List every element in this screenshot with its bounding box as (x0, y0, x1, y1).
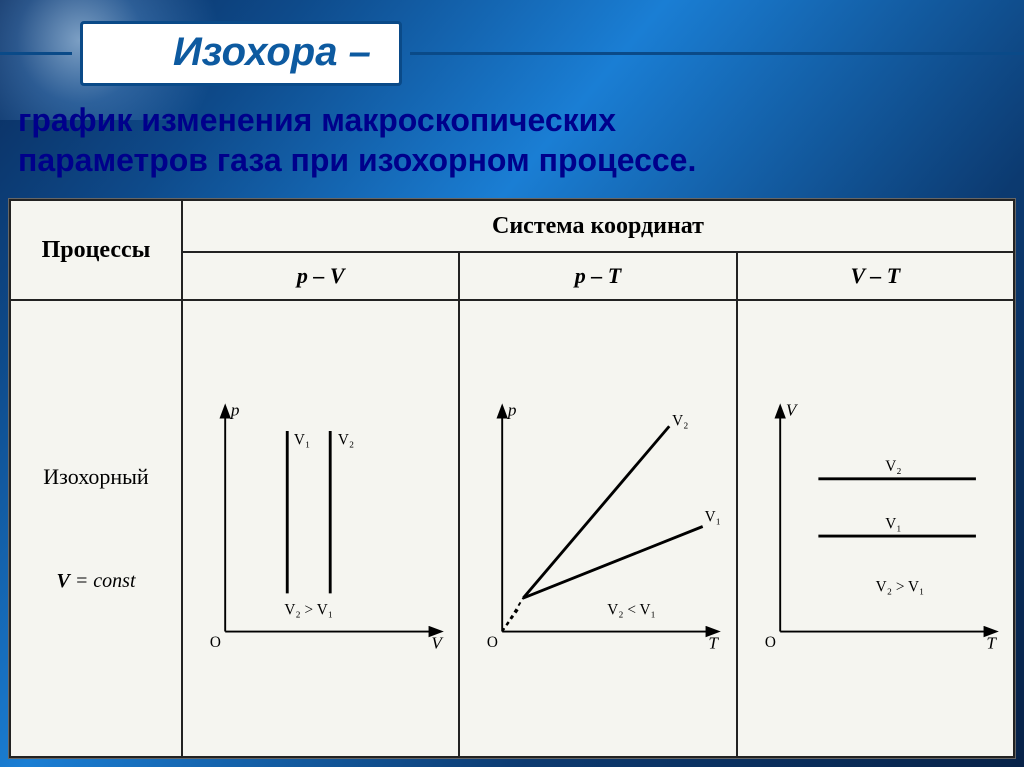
th-coord-system: Система координат (182, 200, 1014, 252)
vt-ylabel: V (786, 400, 799, 419)
process-equation: V = const (17, 570, 175, 593)
table-panel: Процессы Система координат p – V p – T V… (8, 198, 1016, 759)
chart-pt: p T O V₁ V₂ V₂ < V₁ (464, 303, 731, 750)
physics-table: Процессы Система координат p – V p – T V… (9, 199, 1015, 758)
subtitle-line-1: график изменения макроскопических (18, 102, 616, 138)
chart-pv-cell: p V O V₁ V₂ V₂ > V₁ (182, 300, 459, 757)
process-name: Изохорный (17, 464, 175, 490)
process-cell: Изохорный V = const (10, 300, 182, 757)
title-box: Изохора – (80, 21, 402, 86)
pv-origin: O (210, 633, 221, 650)
pt-ylabel: p (507, 400, 517, 419)
pv-v2: V₂ (338, 431, 354, 448)
chart-pt-cell: p T O V₁ V₂ V₂ < V₁ (459, 300, 736, 757)
title-rule-left (0, 52, 72, 55)
pv-xlabel: V (431, 633, 444, 652)
pt-v1: V₁ (705, 508, 721, 525)
th-vt: V – T (737, 252, 1014, 300)
vt-xlabel: T (986, 633, 997, 652)
pt-origin: O (487, 633, 498, 650)
th-pv: p – V (182, 252, 459, 300)
slide: Изохора – график изменения макроскопичес… (0, 0, 1024, 767)
chart-vt: V T O V₂ V₁ V₂ > V₁ (742, 303, 1009, 750)
pt-xlabel: T (709, 633, 720, 652)
slide-subtitle: график изменения макроскопических параме… (18, 100, 1006, 180)
slide-title: Изохора – (173, 30, 371, 74)
title-bar: Изохора – (0, 24, 1024, 82)
eq-rest: = const (70, 570, 136, 592)
title-rule-right (410, 52, 1024, 55)
vt-origin: O (765, 633, 776, 650)
eq-var: V (56, 570, 69, 592)
pt-ineq: V₂ < V₁ (608, 601, 657, 618)
pv-v1: V₁ (294, 431, 310, 448)
vt-ineq: V₂ > V₁ (875, 578, 924, 595)
vt-v1: V₁ (885, 515, 901, 532)
pv-ineq: V₂ > V₁ (284, 601, 333, 618)
th-processes: Процессы (10, 200, 182, 300)
th-pt: p – T (459, 252, 736, 300)
pv-ylabel: p (230, 400, 240, 419)
subtitle-line-2: параметров газа при изохорном процессе. (18, 142, 696, 178)
vt-v2: V₂ (885, 458, 901, 475)
chart-pv: p V O V₁ V₂ V₂ > V₁ (187, 303, 454, 750)
pt-v2: V₂ (672, 412, 688, 429)
chart-vt-cell: V T O V₂ V₁ V₂ > V₁ (737, 300, 1014, 757)
